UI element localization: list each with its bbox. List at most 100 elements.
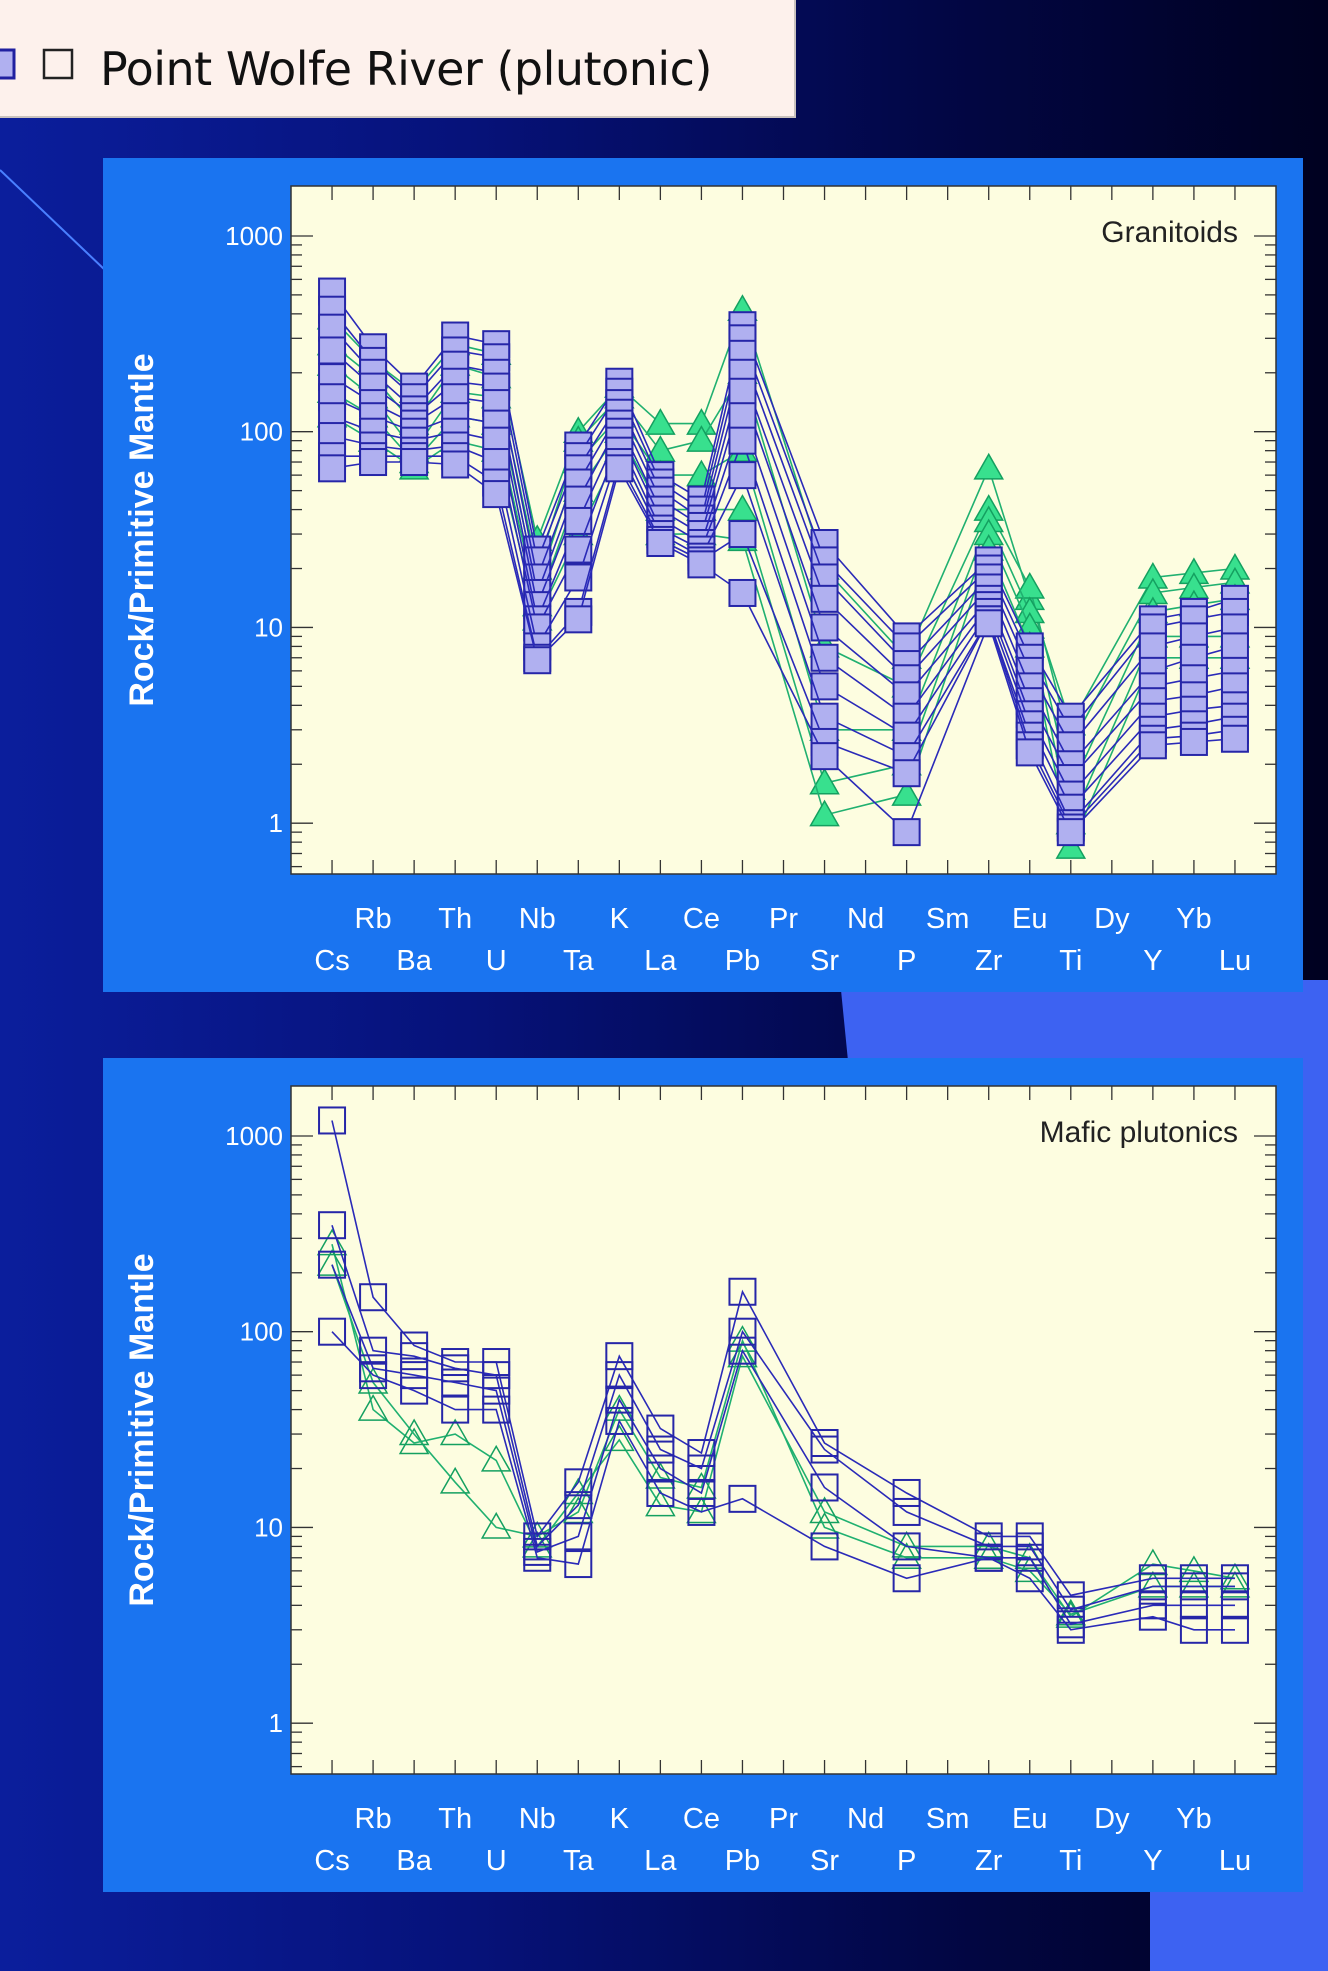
square-point — [728, 1277, 757, 1306]
x-tick-label: Rb — [355, 903, 392, 935]
square-point — [1138, 1572, 1167, 1601]
square-point — [810, 613, 839, 642]
series-line — [331, 1264, 1235, 1616]
square-point — [441, 1354, 470, 1383]
square-point — [605, 1406, 634, 1435]
x-tick-label: K — [610, 903, 630, 935]
x-tick-label: P — [897, 945, 916, 977]
square-point — [605, 1342, 634, 1371]
x-tick-label: Lu — [1219, 945, 1251, 977]
square-point — [1179, 1615, 1208, 1644]
y-axis-label: Rock/Primitive Mantle — [123, 353, 161, 706]
x-tick-label: Lu — [1219, 1845, 1251, 1877]
y-tick-label: 100 — [240, 417, 283, 447]
x-tick-label: Nd — [847, 1803, 884, 1835]
square-point — [318, 1317, 347, 1346]
x-tick-label: Nb — [519, 903, 556, 935]
square-point — [810, 1473, 839, 1502]
triangle-point — [891, 779, 922, 806]
square-point — [1179, 1572, 1208, 1601]
series-line — [331, 1331, 1235, 1631]
square-point — [687, 1478, 716, 1507]
square-point — [318, 1211, 347, 1240]
triangle-point — [316, 1228, 348, 1256]
x-tick-label: Ce — [683, 903, 720, 935]
square-point — [1015, 738, 1044, 767]
square-point — [523, 646, 552, 675]
x-tick-label: U — [486, 1845, 507, 1877]
square-point — [892, 1564, 921, 1593]
triangle-point — [604, 1424, 635, 1452]
callout-line — [0, 169, 106, 271]
square-point — [441, 1395, 470, 1424]
square-point — [646, 1435, 675, 1464]
x-tick-label: Cs — [314, 1845, 349, 1877]
x-tick-label: Pb — [725, 945, 760, 977]
square-point — [523, 1543, 552, 1572]
triangle-point — [809, 767, 840, 795]
square-point — [646, 1454, 675, 1483]
plot-area — [290, 1085, 1277, 1775]
square-point — [359, 448, 388, 477]
triangle-point — [686, 425, 717, 452]
x-tick-label: Sm — [926, 1803, 970, 1835]
square-point — [441, 450, 470, 479]
square-point — [1179, 727, 1208, 756]
square-series — [318, 448, 1249, 847]
x-tick-label: Ba — [396, 1845, 432, 1877]
square-point — [646, 529, 675, 558]
x-tick-label: La — [644, 945, 677, 977]
chart-title: Mafic plutonics — [1040, 1116, 1238, 1149]
square-point — [441, 1368, 470, 1397]
square-point — [728, 377, 757, 406]
triangle-point — [316, 1249, 348, 1276]
square-series — [318, 1250, 1249, 1639]
square-point — [892, 1478, 921, 1507]
triangle-point — [645, 1489, 676, 1517]
granitoids-panel: 1 10 100 1000 Cs Rb Ba Th U Nb Ta K La Ce Pb Pr Sr Nd P Sm Z… — [103, 158, 1303, 992]
triangle-point — [973, 452, 1005, 480]
square-point — [810, 1532, 839, 1561]
triangle-point — [1178, 1570, 1210, 1598]
square-point — [1220, 1615, 1249, 1644]
square-point — [646, 1478, 675, 1507]
square-point — [318, 313, 347, 342]
square-point — [318, 1106, 347, 1135]
square-point — [1220, 632, 1249, 661]
square-point — [728, 1317, 757, 1346]
square-point — [646, 1414, 675, 1443]
triangle-point — [809, 799, 840, 827]
square-point — [728, 578, 757, 607]
square-point — [482, 480, 511, 509]
triangle-point — [398, 1418, 430, 1446]
triangle-point — [1137, 1548, 1169, 1576]
square-point — [892, 1497, 921, 1526]
x-tick-label: Y — [1143, 945, 1162, 977]
x-tick-label: P — [897, 1845, 916, 1877]
x-tick-label: Yb — [1176, 903, 1211, 935]
chart-title: Granitoids — [1101, 216, 1238, 249]
legend-markers — [0, 48, 74, 80]
x-tick-label: Eu — [1012, 903, 1047, 935]
legend: Point Wolfe River (plutonic) — [0, 0, 796, 118]
square-point — [1138, 731, 1167, 760]
triangle-point — [891, 1542, 922, 1570]
triangle-point — [480, 1444, 512, 1472]
plot-area — [290, 185, 1277, 875]
square-point — [728, 461, 757, 490]
triangle-point — [439, 1418, 471, 1446]
square-point — [892, 818, 921, 847]
x-tick-label: Dy — [1094, 1803, 1130, 1835]
square-point — [974, 609, 1003, 638]
triangle-point — [645, 1461, 676, 1489]
square-point — [1138, 1602, 1167, 1631]
triangle-point — [1137, 1570, 1169, 1598]
square-point — [687, 1454, 716, 1483]
square-point — [687, 1497, 716, 1526]
square-point — [687, 550, 716, 579]
x-tick-label: Ta — [563, 1845, 595, 1877]
square-point — [359, 1361, 388, 1390]
x-tick-label: Pr — [769, 1803, 798, 1835]
x-tick-label: Cs — [314, 945, 349, 977]
